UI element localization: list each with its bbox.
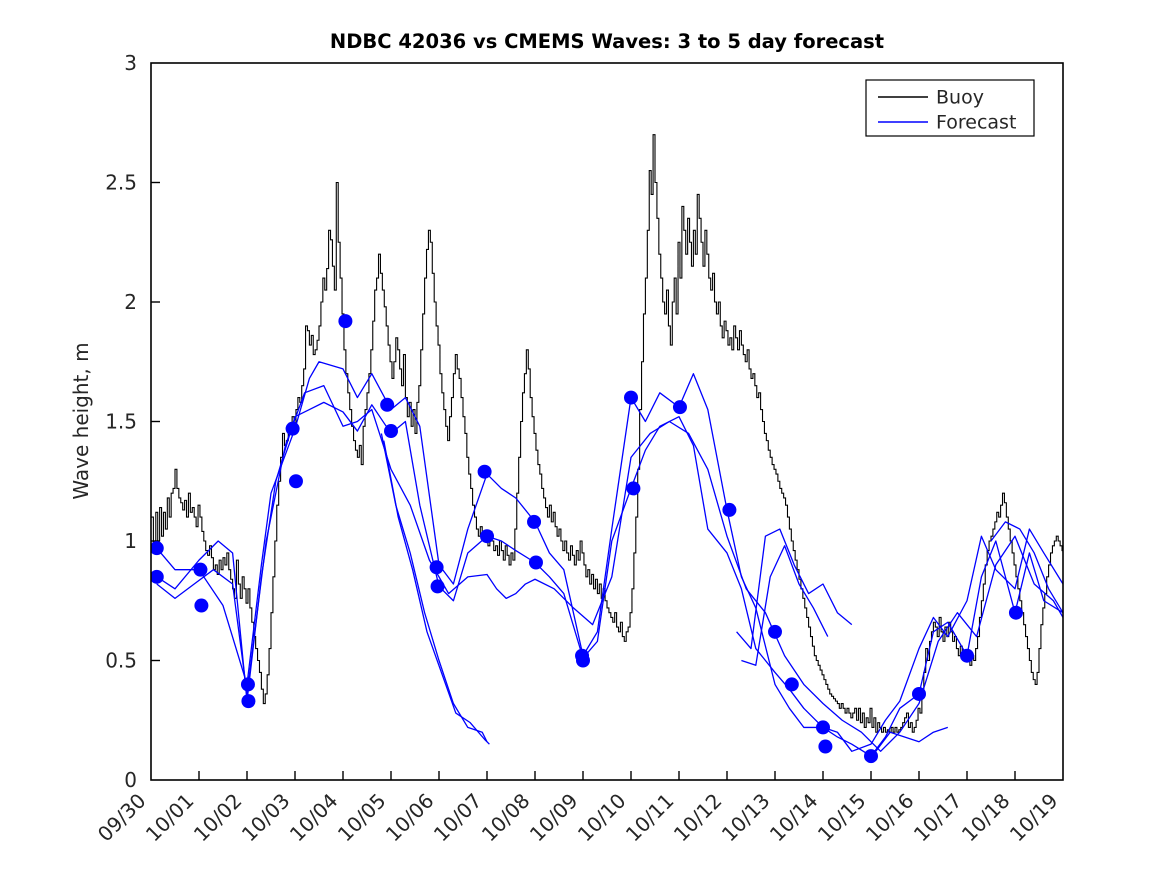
chart-legend[interactable]: Buoy Forecast [865,79,1035,137]
forecast-marker-point [672,400,687,415]
x-tick-label: 10/19 [1005,789,1063,847]
series-path-buoy [151,134,1063,733]
legend-item-buoy[interactable]: Buoy [878,87,984,109]
x-tick-label: 10/02 [189,789,247,847]
x-tick-label: 10/04 [285,789,343,847]
x-tick-label: 10/15 [813,789,871,847]
forecast-marker-point [722,502,737,517]
x-tick-label: 10/10 [573,789,631,847]
forecast-marker-point [240,677,255,692]
y-tick-label: 3 [124,51,137,75]
forecast-marker-point [338,314,353,329]
x-tick-label: 10/14 [765,789,823,847]
forecast-marker-point [288,474,303,489]
forecast-marker-point [430,579,445,594]
forecast-marker-point [784,677,799,692]
x-tick-label: 10/08 [477,789,535,847]
forecast-marker-point [626,481,641,496]
x-tick-label: 10/05 [333,789,391,847]
forecast-marker-point [384,424,398,439]
series-path-forecast-run-c [156,385,1063,752]
legend-label-forecast: Forecast [936,112,1016,134]
x-tick-label: 10/03 [237,789,295,847]
x-tick-label: 09/30 [93,789,151,847]
forecast-marker-point [864,749,878,764]
legend-box [865,79,1035,137]
forecast-marker-point [429,560,444,575]
x-tick-label: 10/06 [381,789,439,847]
series-path-forecast-run-f-high-branch [736,528,853,650]
legend-label-buoy: Buoy [936,87,984,109]
x-tick-label: 10/11 [621,789,679,847]
forecast-marker-point [151,569,164,584]
series-path-forecast-run-e-diverging [383,440,490,745]
forecast-marker-point [194,598,209,613]
x-tick-label: 10/01 [141,789,199,847]
forecast-marker-point [912,686,926,701]
forecast-marker-point [576,653,590,668]
y-tick-label: 0 [124,768,137,792]
x-tick-label: 10/17 [909,789,967,847]
x-tick-label: 10/07 [429,789,487,847]
chart-title: NDBC 42036 vs CMEMS Waves: 3 to 5 day fo… [330,30,884,53]
forecast-marker-point [151,541,164,556]
y-axis-title: Wave height, m [69,342,93,499]
forecast-marker-point [1008,605,1023,620]
plot-background [151,63,1063,780]
plot-axes-frame [150,62,1064,781]
forecast-marker-point [768,624,782,639]
series-path-forecast-run-b [156,401,1063,752]
x-tick-label: 10/16 [861,789,919,847]
y-tick-label: 1 [124,529,137,553]
y-tick-label: 2.5 [105,171,137,195]
series-path-forecast-run-h-tail-branch [875,726,949,752]
x-tick-label: 10/13 [717,789,775,847]
forecast-marker-point [480,529,494,544]
series-path-forecast-run-g-high-branch-2 [741,545,829,666]
forecast-marker-point [527,514,542,529]
forecast-marker-point [818,739,833,754]
legend-item-forecast[interactable]: Forecast [878,112,1016,134]
forecast-marker-point [285,421,300,436]
marker-points-group [151,314,1023,764]
forecast-marker-point [816,720,830,735]
y-tick-label: 1.5 [105,410,137,434]
data-series-group [151,134,1063,757]
x-axis-ticks: 09/3010/0110/0210/0310/0410/0510/0610/07… [93,771,1063,846]
x-tick-label: 10/09 [525,789,583,847]
forecast-marker-point [624,390,638,405]
forecast-marker-point [380,397,395,412]
forecast-marker-point [528,555,543,570]
forecast-marker-point [477,464,492,479]
forecast-marker-point [193,562,208,577]
series-path-forecast-run-i-right-tail [990,521,1063,614]
y-tick-label: 0.5 [105,649,137,673]
forecast-marker-point [960,648,974,663]
x-tick-label: 10/12 [669,789,727,847]
y-axis-ticks: 0 0.5 1 1.5 2 2.5 3 [105,51,160,792]
y-tick-label: 2 [124,290,137,314]
x-tick-label: 10/18 [957,789,1015,847]
forecast-marker-point [241,694,256,709]
